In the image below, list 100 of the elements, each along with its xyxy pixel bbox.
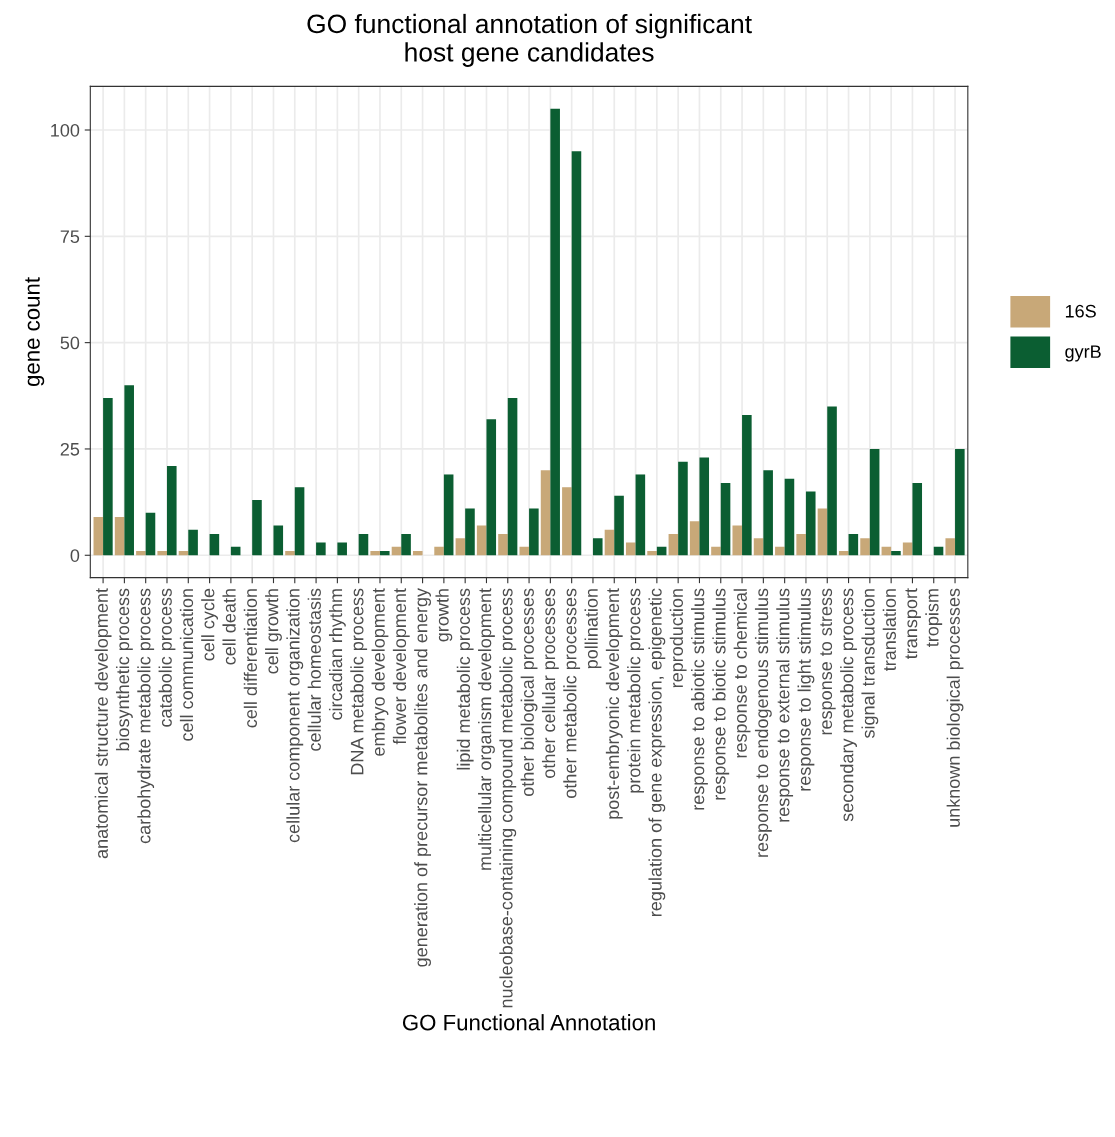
x-tick-label: response to stress (820, 588, 836, 735)
bar (796, 534, 806, 556)
bar (775, 546, 785, 556)
bar (689, 521, 700, 556)
bar (635, 474, 646, 556)
bar (562, 487, 572, 556)
x-tick-label: cell growth (265, 589, 282, 674)
x-tick-label: catabolic process (158, 588, 176, 727)
x-tick-label: DNA metabolic process (350, 588, 368, 775)
bar (465, 508, 475, 556)
y-tick-label: 75 (60, 230, 80, 244)
bar (529, 508, 539, 556)
bar (711, 546, 721, 556)
bar (955, 448, 965, 556)
x-tick-label: other metabolic processes (563, 588, 581, 798)
bar (316, 542, 326, 556)
bar (805, 491, 816, 556)
y-tick-label: 25 (60, 442, 80, 456)
bar (124, 385, 134, 556)
x-tick-label: embryo development (371, 588, 389, 756)
bar (763, 470, 773, 556)
x-tick-label: signal transduction (861, 589, 879, 739)
bar (869, 448, 880, 556)
y-tick-label: 0 (70, 549, 80, 562)
x-tick-label: cell death (222, 589, 236, 665)
x-tick-label: pollination (584, 589, 602, 669)
bar (945, 538, 956, 556)
x-tick-label: flower development (392, 588, 410, 745)
bar (412, 551, 423, 556)
bar (742, 414, 752, 556)
x-tick-label: generation of precursor metabolites and energy (414, 588, 431, 967)
x-tick-label: post-embryonic development (605, 588, 623, 819)
bar (604, 529, 615, 556)
bar (678, 461, 688, 556)
bar (252, 499, 262, 556)
bar (571, 151, 582, 556)
bar (592, 538, 603, 556)
bar (209, 534, 220, 556)
bar (625, 542, 636, 556)
x-tick-label: multicellular organism development (478, 588, 495, 870)
y-tick-label: 100 (51, 123, 80, 137)
bar (498, 534, 508, 556)
x-tick-label: reproduction (669, 589, 687, 688)
bar (145, 512, 156, 556)
x-tick-label: cell communication (179, 589, 194, 741)
bar (93, 517, 104, 556)
x-tick-label: transport (905, 588, 921, 659)
bar (827, 406, 837, 556)
bar (114, 517, 125, 556)
bar (157, 551, 167, 556)
x-tick-label: cellular component organization (286, 589, 304, 843)
bar (188, 529, 198, 556)
bar (838, 551, 849, 556)
x-tick-label: response to biotic stimulus (712, 588, 730, 800)
bar (401, 534, 411, 556)
x-tick-label: regulation of gene expression, epigenetic (648, 588, 666, 917)
bar (732, 525, 743, 556)
x-tick-label: response to light stimulus (797, 588, 815, 791)
x-tick-label: circadian rhythm (328, 589, 346, 720)
x-tick-label: carbohydrate metabolic process (137, 588, 155, 844)
x-tick-label: anatomical structure development (94, 588, 112, 859)
bar (103, 397, 113, 556)
bar (891, 551, 901, 556)
bar (379, 551, 390, 556)
x-axis-title: GO Functional Annotation (402, 1014, 655, 1031)
x-tick-label: secondary metabolic process (840, 588, 857, 822)
x-tick-label: growth (435, 589, 453, 642)
bar (273, 525, 284, 556)
x-tick-label: biosynthetic process (115, 588, 133, 751)
x-tick-label: cell cycle (201, 588, 218, 661)
x-tick-label: nucleobase-containing compound metabolic process (499, 588, 517, 1008)
bar (434, 546, 444, 556)
x-tick-label: tropism (925, 589, 943, 647)
bar (668, 534, 679, 556)
bar (337, 542, 347, 556)
bar (720, 482, 731, 556)
y-tick-label: 50 (60, 336, 80, 350)
bar (370, 551, 380, 556)
x-tick-label: response to abiotic stimulus (691, 588, 708, 810)
bar (912, 482, 923, 556)
x-tick-label: translation (882, 589, 896, 672)
x-tick-label: other biological processes (520, 588, 538, 796)
x-tick-label: protein metabolic process (627, 588, 644, 793)
chart-title: GO functional annotation of significant host gene candidates (307, 13, 752, 67)
bar (455, 538, 466, 556)
x-tick-label: response to external stimulus (776, 588, 794, 822)
bar (358, 534, 369, 556)
bar (294, 487, 305, 556)
bar (486, 419, 497, 556)
x-tick-label: response to chemical (733, 589, 751, 758)
bar (540, 470, 551, 556)
bar (507, 397, 518, 556)
x-tick-label: response to endogenous stimulus (754, 588, 772, 857)
x-tick-label: cell differentiation (243, 589, 258, 728)
bar (285, 551, 295, 556)
bar (784, 478, 795, 556)
bar (136, 551, 146, 556)
bar (647, 551, 657, 556)
bar (443, 474, 454, 556)
bar (614, 495, 624, 556)
